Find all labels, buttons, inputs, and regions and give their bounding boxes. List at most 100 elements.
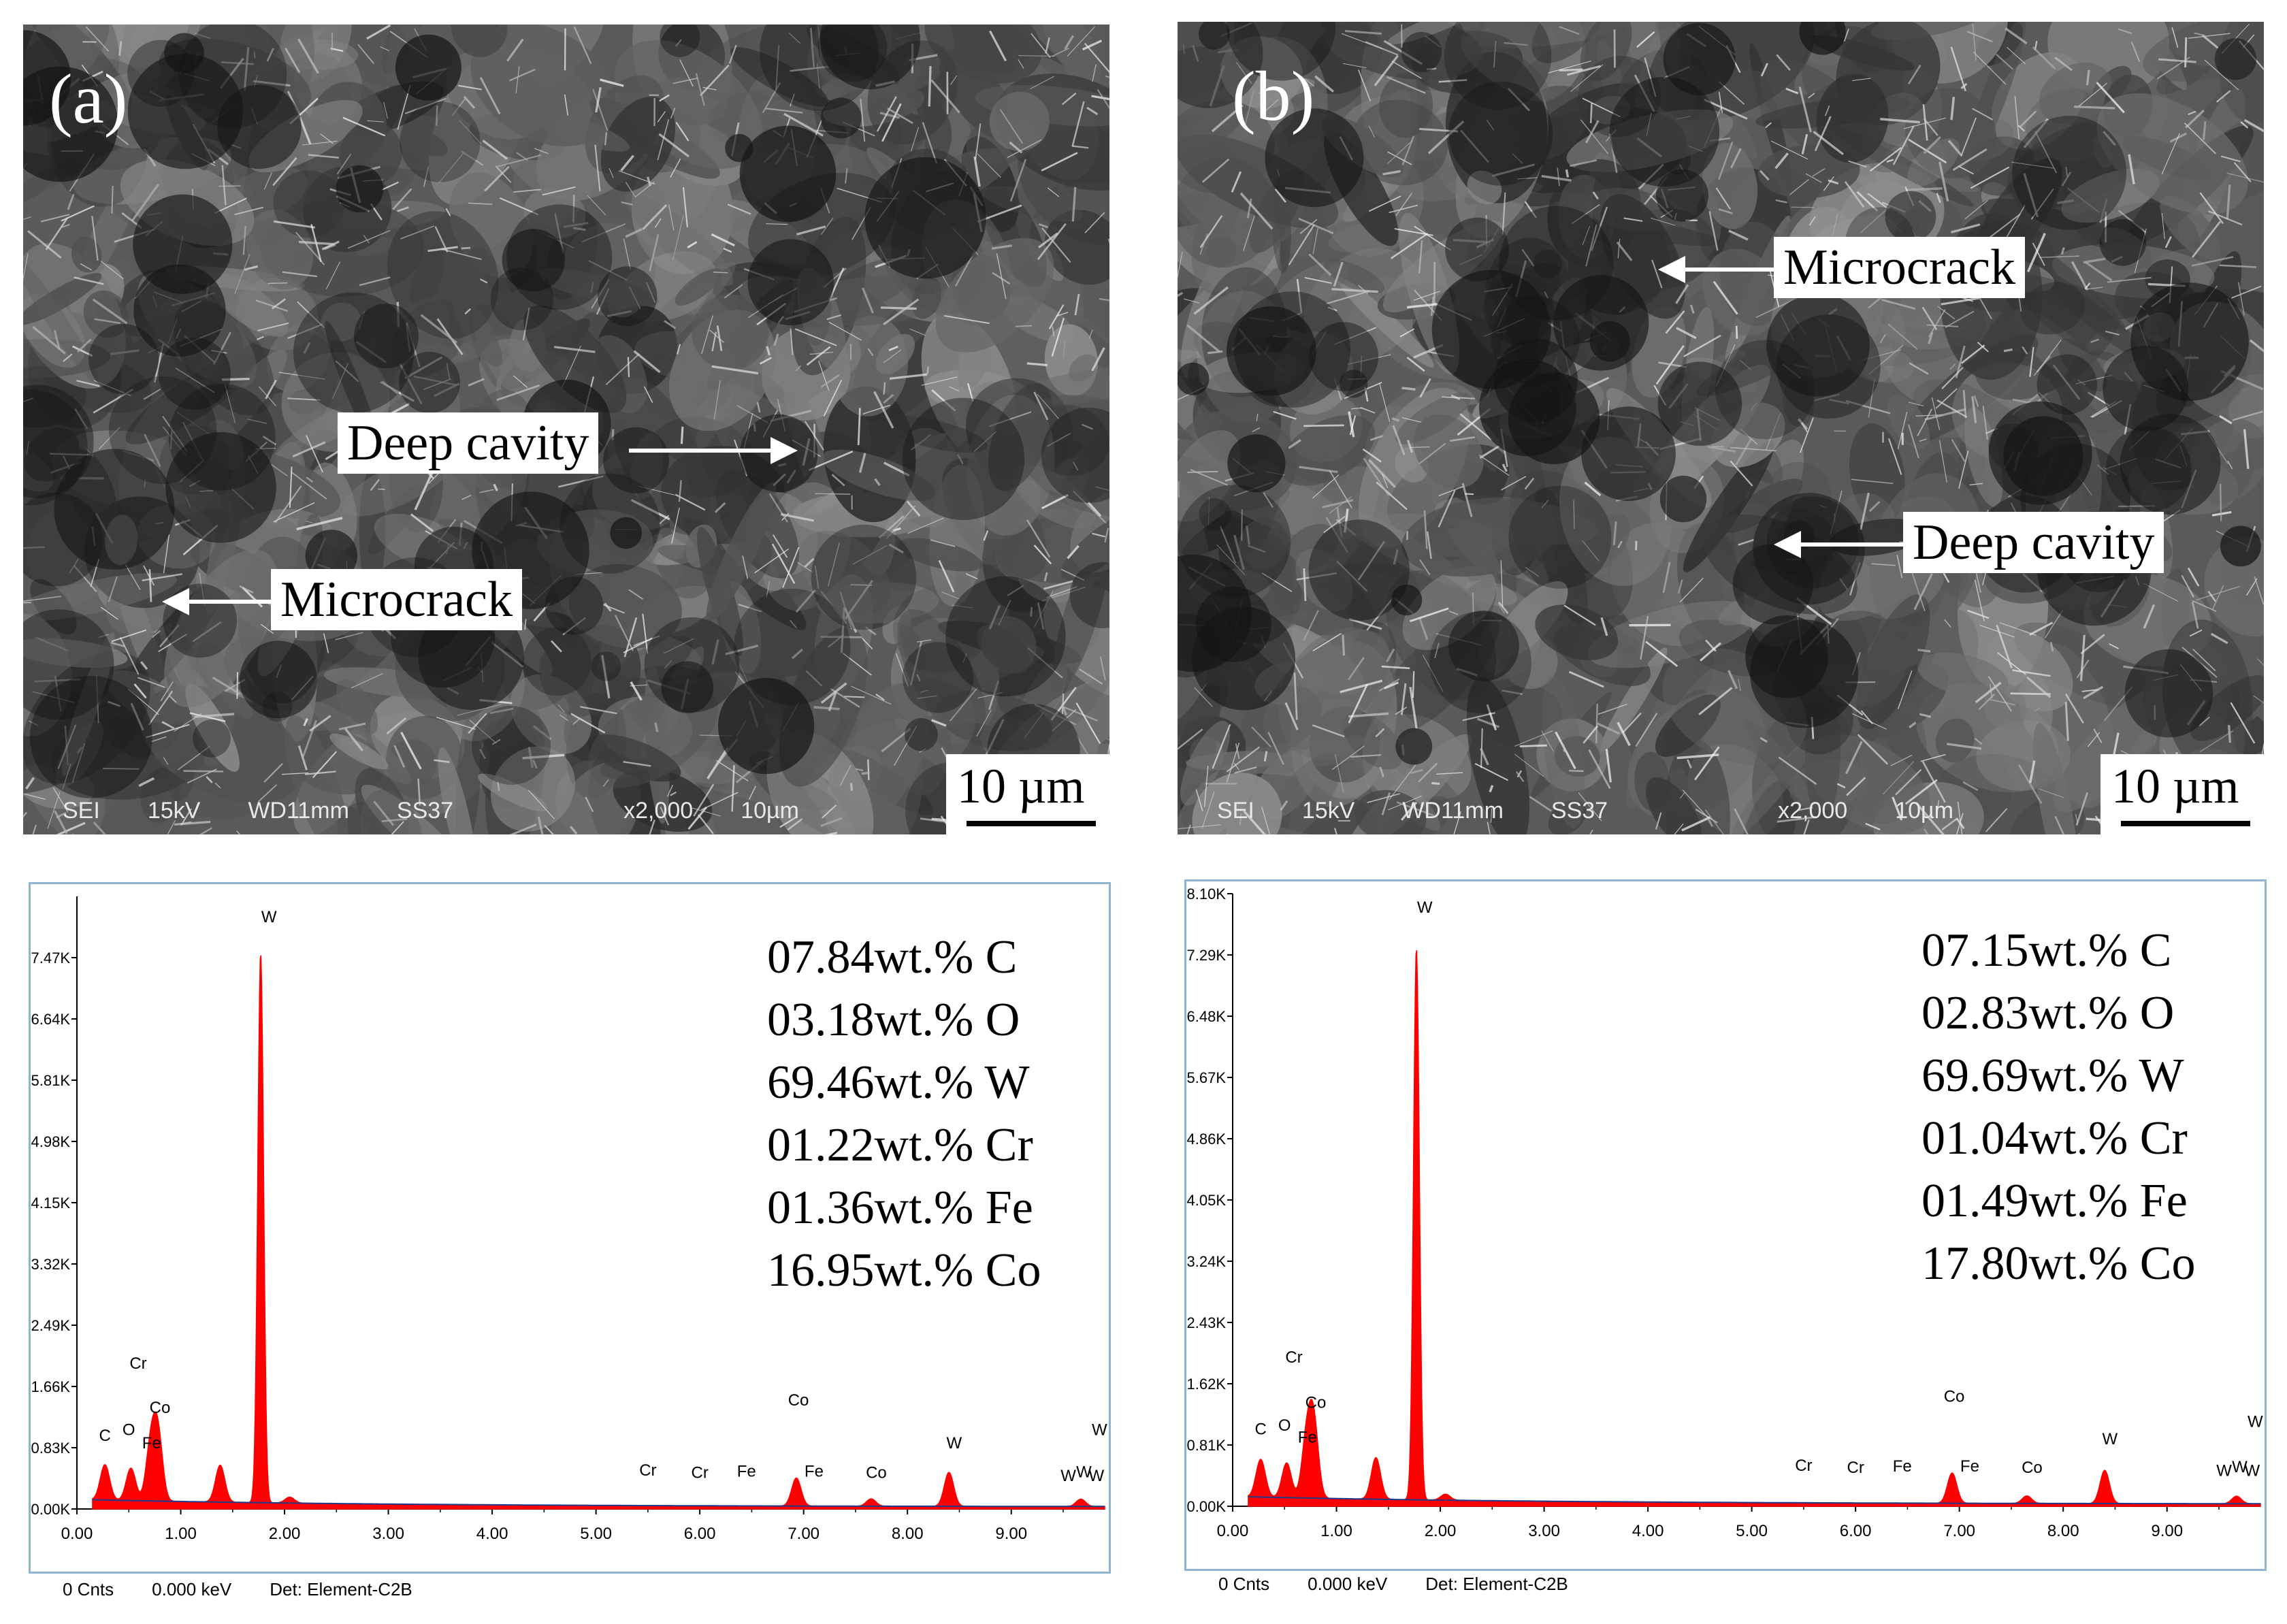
peak-mark (1080, 1501, 1082, 1503)
peak-label: Fe (1298, 1429, 1317, 1447)
databar-wd: WD11mm (248, 797, 349, 824)
x-tick-label: 1.00 (1320, 1522, 1352, 1540)
sem-micrograph-b: (b) Microcrack Deep cavity SEI 15kV WD11… (1178, 22, 2264, 834)
x-tick-label: 4.00 (476, 1525, 508, 1543)
y-tick-label: 4.98K (31, 1133, 71, 1150)
x-tick-label: 5.00 (580, 1525, 612, 1543)
panel-label-b: (b) (1232, 57, 1315, 135)
databar-mag: x2,000 (1778, 797, 1848, 824)
x-tick-label: 5.00 (1736, 1522, 1768, 1540)
peak-label: W (947, 1434, 962, 1452)
peak-label: W (1417, 898, 1433, 917)
footer-detector: Det: Element-C2B (270, 1579, 412, 1599)
peak-mark (870, 1501, 872, 1503)
x-tick-label: 0.00 (61, 1525, 93, 1543)
x-tick-label: 3.00 (372, 1525, 404, 1543)
arrow-deep-cavity-a (629, 437, 798, 464)
arrow-microcrack-b (1658, 256, 1774, 283)
peak-label: Fe (1893, 1457, 1912, 1476)
footer-energy: 0.000 keV (152, 1579, 232, 1599)
peak-label: W (2216, 1462, 2232, 1480)
y-tick-label: 3.24K (1187, 1253, 1227, 1270)
databar-voltage: 15kV (1301, 797, 1355, 824)
scale-bar-b (2121, 821, 2250, 826)
composition-item: 17.80wt.% Co (1921, 1237, 2196, 1290)
callout-microcrack-a: Microcrack (271, 569, 523, 630)
peak-label: W (2248, 1412, 2263, 1431)
databar-spot: SS37 (1551, 797, 1608, 824)
peak-mark (130, 1476, 132, 1478)
footer-counts: 0 Cnts (63, 1579, 114, 1599)
peak-label: C (99, 1427, 111, 1445)
composition-item: 01.22wt.% Cr (767, 1119, 1033, 1171)
peak-label: Co (866, 1463, 887, 1482)
databar-scale: 10µm (1895, 797, 1953, 824)
composition-item: 07.84wt.% C (767, 931, 1018, 984)
scale-bar-box-b: 10 µm (2101, 754, 2264, 834)
x-tick-label: 7.00 (788, 1525, 820, 1543)
databar-scale: 10µm (741, 797, 799, 824)
peak-mark (289, 1502, 291, 1504)
peak-label: Cr (1795, 1457, 1812, 1475)
y-tick-label: 7.29K (1187, 947, 1227, 964)
y-tick-label: 2.43K (1187, 1314, 1227, 1331)
databar-mode: SEI (63, 797, 100, 824)
x-tick-label: 1.00 (165, 1525, 197, 1543)
peak-mark (2104, 1472, 2106, 1474)
peak-label: Co (150, 1399, 171, 1417)
y-tick-label: 4.86K (1187, 1131, 1227, 1148)
callout-deep-cavity-a: Deep cavity (338, 412, 599, 474)
peak-mark (150, 1455, 152, 1457)
peak-label: W (2232, 1458, 2248, 1476)
x-tick-label: 2.00 (1425, 1522, 1457, 1540)
y-tick-label: 4.05K (1187, 1192, 1227, 1209)
y-tick-label: 8.10K (1187, 886, 1227, 903)
peak-label: Co (1944, 1388, 1965, 1406)
peak-label: Cr (129, 1354, 146, 1373)
peak-mark (1951, 1475, 1953, 1477)
composition-list-a: 07.84wt.% C 03.18wt.% O 69.46wt.% W 01.2… (767, 926, 1041, 1302)
x-tick-label: 9.00 (995, 1525, 1027, 1543)
y-tick-label: 5.67K (1187, 1069, 1227, 1086)
footer-energy: 0.000 keV (1308, 1574, 1388, 1594)
sem-databar-b: SEI 15kV WD11mm SS37 x2,000 10µm (1178, 787, 2264, 834)
x-tick-label: 9.00 (2151, 1522, 2183, 1540)
y-tick-label: 0.81K (1187, 1437, 1227, 1454)
peak-label: Fe (1960, 1457, 1979, 1476)
sem-databar-a: SEI 15kV WD11mm SS37 x2,000 10µm (23, 787, 1109, 834)
peak-label: Co (2022, 1459, 2043, 1477)
y-tick-label: 2.49K (31, 1317, 71, 1334)
peak-label: W (2103, 1430, 2118, 1448)
peak-mark (948, 1474, 950, 1476)
peak-mark (2026, 1497, 2028, 1499)
spectrum-baseline (92, 1499, 1105, 1508)
callout-deep-cavity-b: Deep cavity (1903, 512, 2164, 573)
peak-label: W (1088, 1467, 1104, 1485)
spectrum-baseline (1248, 1496, 2260, 1505)
composition-item: 01.04wt.% Cr (1921, 1112, 2188, 1165)
databar-mag: x2,000 (623, 797, 694, 824)
peak-mark (1375, 1463, 1377, 1465)
composition-item: 07.15wt.% C (1921, 924, 2172, 977)
y-tick-label: 0.00K (31, 1501, 71, 1518)
y-tick-label: 0.00K (1187, 1498, 1227, 1515)
sem-texture-b (1178, 22, 2264, 834)
composition-item: 69.46wt.% W (767, 1056, 1030, 1109)
x-tick-label: 8.00 (2047, 1522, 2079, 1540)
x-tick-label: 6.00 (684, 1525, 716, 1543)
peak-label: Co (788, 1391, 809, 1410)
databar-voltage: 15kV (147, 797, 201, 824)
peak-mark (259, 958, 261, 960)
x-tick-label: 6.00 (1840, 1522, 1872, 1540)
callout-microcrack-b: Microcrack (1774, 237, 2026, 298)
composition-list-b: 07.15wt.% C 02.83wt.% O 69.69wt.% W 01.0… (1921, 920, 2196, 1295)
peak-label: Cr (1285, 1348, 1302, 1367)
peak-mark (1415, 953, 1417, 955)
y-tick-label: 3.32K (31, 1256, 71, 1273)
peak-label: Fe (805, 1462, 824, 1480)
eds-spectrum-b: 0.00K 0.81K 1.62K 2.43K 3.24K 4.05K 4.86K 5.67K… (1184, 879, 2267, 1571)
composition-item: 03.18wt.% O (767, 994, 1020, 1046)
peak-mark (796, 1480, 797, 1482)
peak-label: O (1278, 1416, 1291, 1435)
panel-label-a: (a) (49, 60, 128, 138)
